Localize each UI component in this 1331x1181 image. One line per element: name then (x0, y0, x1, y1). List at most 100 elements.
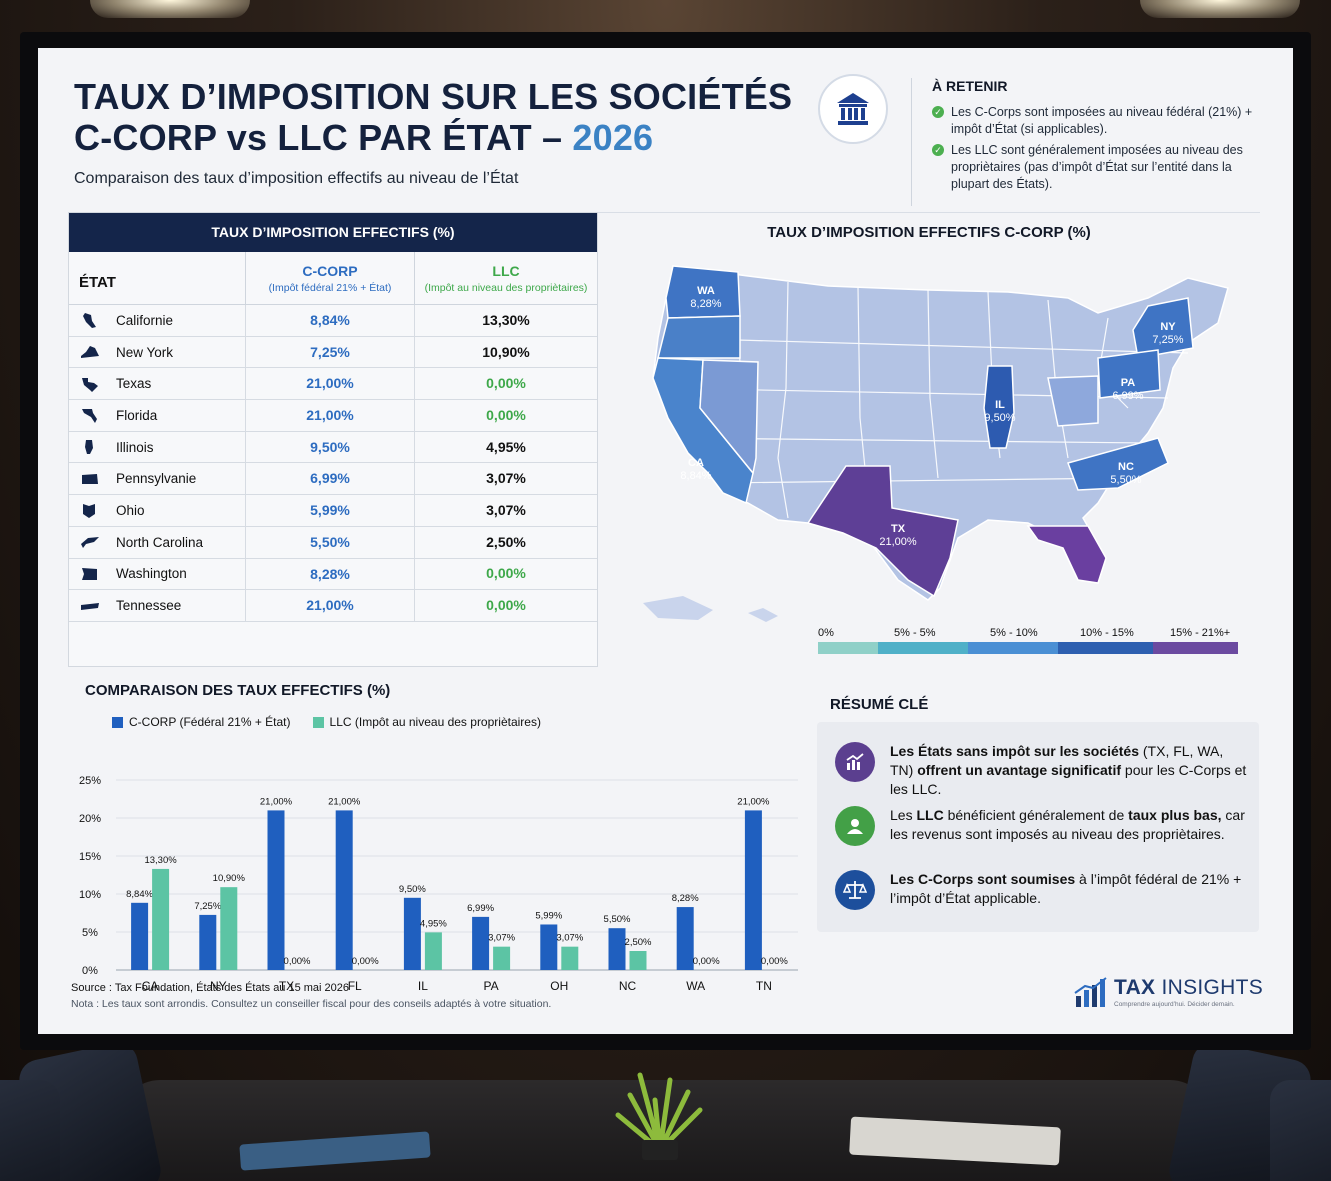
ccorp-rate: 8,84% (246, 305, 415, 336)
table-body: Californie 8,84% 13,30% New York 7,25% 10,90%… (69, 305, 597, 622)
legend-label-llc: LLC (Impôt au niveau des propriètaires) (329, 715, 541, 729)
choropleth-map: TAUX D’IMPOSITION EFFECTIFS C-CORP (%) (598, 212, 1260, 667)
bar-ccorp (608, 928, 626, 970)
bar-value-label: 8,84% (126, 889, 153, 900)
map-label-value: 8,84% (680, 470, 711, 482)
map-label-value: 5,50% (1110, 474, 1141, 486)
legend-label: 10% - 15% (1080, 627, 1134, 639)
map-title: TAUX D’IMPOSITION EFFECTIFS C-CORP (%) (767, 224, 1091, 241)
section-divider (68, 212, 1260, 213)
summary-text: offrent un avantage significatif (917, 762, 1122, 778)
check-icon: ✓ (932, 106, 944, 118)
map-state-tx (806, 465, 959, 598)
bar-value-label: 4,95% (420, 918, 447, 929)
page-title: TAUX D’IMPOSITION SUR LES SOCIÉTÉS C-COR… (74, 76, 794, 158)
legend-color-segment (818, 642, 878, 654)
column-state: ÉTAT (69, 252, 246, 304)
legend-label: 5% - 10% (990, 627, 1038, 639)
takeaway-text: Les LLC sont généralement imposées au ni… (951, 143, 1243, 191)
state-shape-icon (81, 537, 99, 549)
llc-rate: 0,00% (486, 406, 526, 423)
rates-table: TAUX D’IMPOSITION EFFECTIFS (%) ÉTAT C-C… (68, 212, 598, 667)
bar-value-label: 5,50% (604, 914, 631, 925)
bar-llc (629, 951, 647, 970)
infographic-screen: TAUX D’IMPOSITION SUR LES SOCIÉTÉS C-COR… (38, 48, 1293, 1034)
map-label-value: 7,25% (1152, 334, 1183, 346)
ceiling-light (1140, 0, 1300, 18)
header-divider (911, 78, 912, 206)
state-cell: Pennsylvanie (69, 463, 246, 495)
table-row: Washington 8,28% 0,00% (69, 558, 597, 591)
column-llc: LLC (Impôt au niveau des propriètaires) (415, 252, 597, 304)
bar-ccorp (335, 810, 353, 970)
state-cell: Californie (69, 305, 246, 336)
legend-label: 5% - 5% (894, 627, 936, 639)
map-state-pa (1097, 349, 1161, 399)
map-state-oh (1047, 375, 1099, 427)
map-label-value: 9,50% (984, 412, 1015, 424)
legend-label-ccorp: C-CORP (Fédéral 21% + État) (129, 715, 291, 729)
summary-text: car les revenus sont imposés au niveau d… (890, 807, 1245, 842)
state-shape-icon (85, 440, 93, 455)
balance-scale-icon (835, 870, 875, 910)
brand-logo: TAX INSIGHTS Comprendre aujourd’hui. Déc… (1074, 976, 1263, 1008)
map-state-nv (699, 359, 759, 475)
llc-rate: 0,00% (486, 375, 526, 392)
bar-chart-legend: C-CORP (Fédéral 21% + État) LLC (Impôt a… (112, 715, 541, 729)
bar-ccorp (199, 914, 217, 970)
state-cell: New York (69, 336, 246, 368)
summary-text: à l’impôt fédéral de 21% + l’impôt d’Éta… (890, 871, 1242, 906)
y-tick-label: 15% (79, 851, 101, 863)
bar-ccorp (744, 810, 762, 970)
bar-value-label: 13,30% (144, 855, 177, 866)
map-label-code: NY (1160, 321, 1176, 333)
table-row: Florida 21,00% 0,00% (69, 400, 597, 432)
ccorp-rate: 21,00% (246, 400, 415, 431)
bar-value-label: 3,07% (556, 933, 583, 944)
table-row: Illinois 9,50% 4,95% (69, 431, 597, 464)
state-cell: Washington (69, 558, 246, 590)
plant-icon (615, 1072, 703, 1160)
bar-value-label: 0,00% (352, 956, 379, 967)
summary-text: LLC (916, 807, 944, 823)
state-shape-icon (81, 346, 99, 359)
takeaway-item: ✓ Les C-Corps sont imposées au niveau féd… (932, 104, 1272, 138)
llc-rate: 10,90% (482, 343, 530, 360)
bank-icon (818, 74, 888, 144)
map-state-ny (1132, 297, 1194, 359)
column-ccorp-title: C-CORP (302, 263, 358, 279)
map-label-value: 6,99% (1112, 390, 1143, 402)
bar-value-label: 0,00% (284, 956, 311, 967)
bar-value-label: 21,00% (737, 796, 770, 807)
ccorp-rate: 9,50% (246, 431, 415, 463)
state-cell: Ohio (69, 495, 246, 526)
disclaimer-note: Nota : Les taux sont arrondis. Consultez… (71, 998, 552, 1010)
state-name: New York (116, 344, 174, 360)
summary-text: Les (890, 807, 917, 823)
state-shape-icon (82, 473, 98, 484)
bar-chart: 0% 5% 10% 15% 20% 25% 8,84% 13,30% CA 7,25% 10,90%… (79, 775, 798, 993)
bar-llc (561, 946, 579, 970)
bar-ccorp (472, 916, 490, 970)
table-row: North Carolina 5,50% 2,50% (69, 526, 597, 559)
state-shape-icon (82, 567, 97, 580)
x-tick-label: NY (210, 979, 227, 993)
column-ccorp: C-CORP (Impôt fédéral 21% + État) (246, 252, 415, 304)
legend-color-segment (1058, 642, 1153, 654)
title-line2: C-CORP vs LLC PAR ÉTAT – (74, 117, 573, 158)
bar-growth-icon (1074, 977, 1107, 1007)
bar-value-label: 21,00% (260, 796, 293, 807)
page-subtitle: Comparaison des taux d’imposition effect… (74, 170, 519, 187)
bar-llc (152, 868, 170, 970)
state-name: Illinois (116, 439, 154, 455)
table-row: Texas 21,00% 0,00% (69, 368, 597, 401)
x-tick-label: FL (348, 979, 362, 993)
state-name: Florida (116, 407, 158, 423)
bar-value-label: 0,00% (693, 956, 720, 967)
y-tick-label: 5% (82, 927, 98, 939)
state-name: Washington (116, 566, 187, 582)
legend-color-segment (878, 642, 968, 654)
legend-swatch-llc (312, 716, 324, 728)
